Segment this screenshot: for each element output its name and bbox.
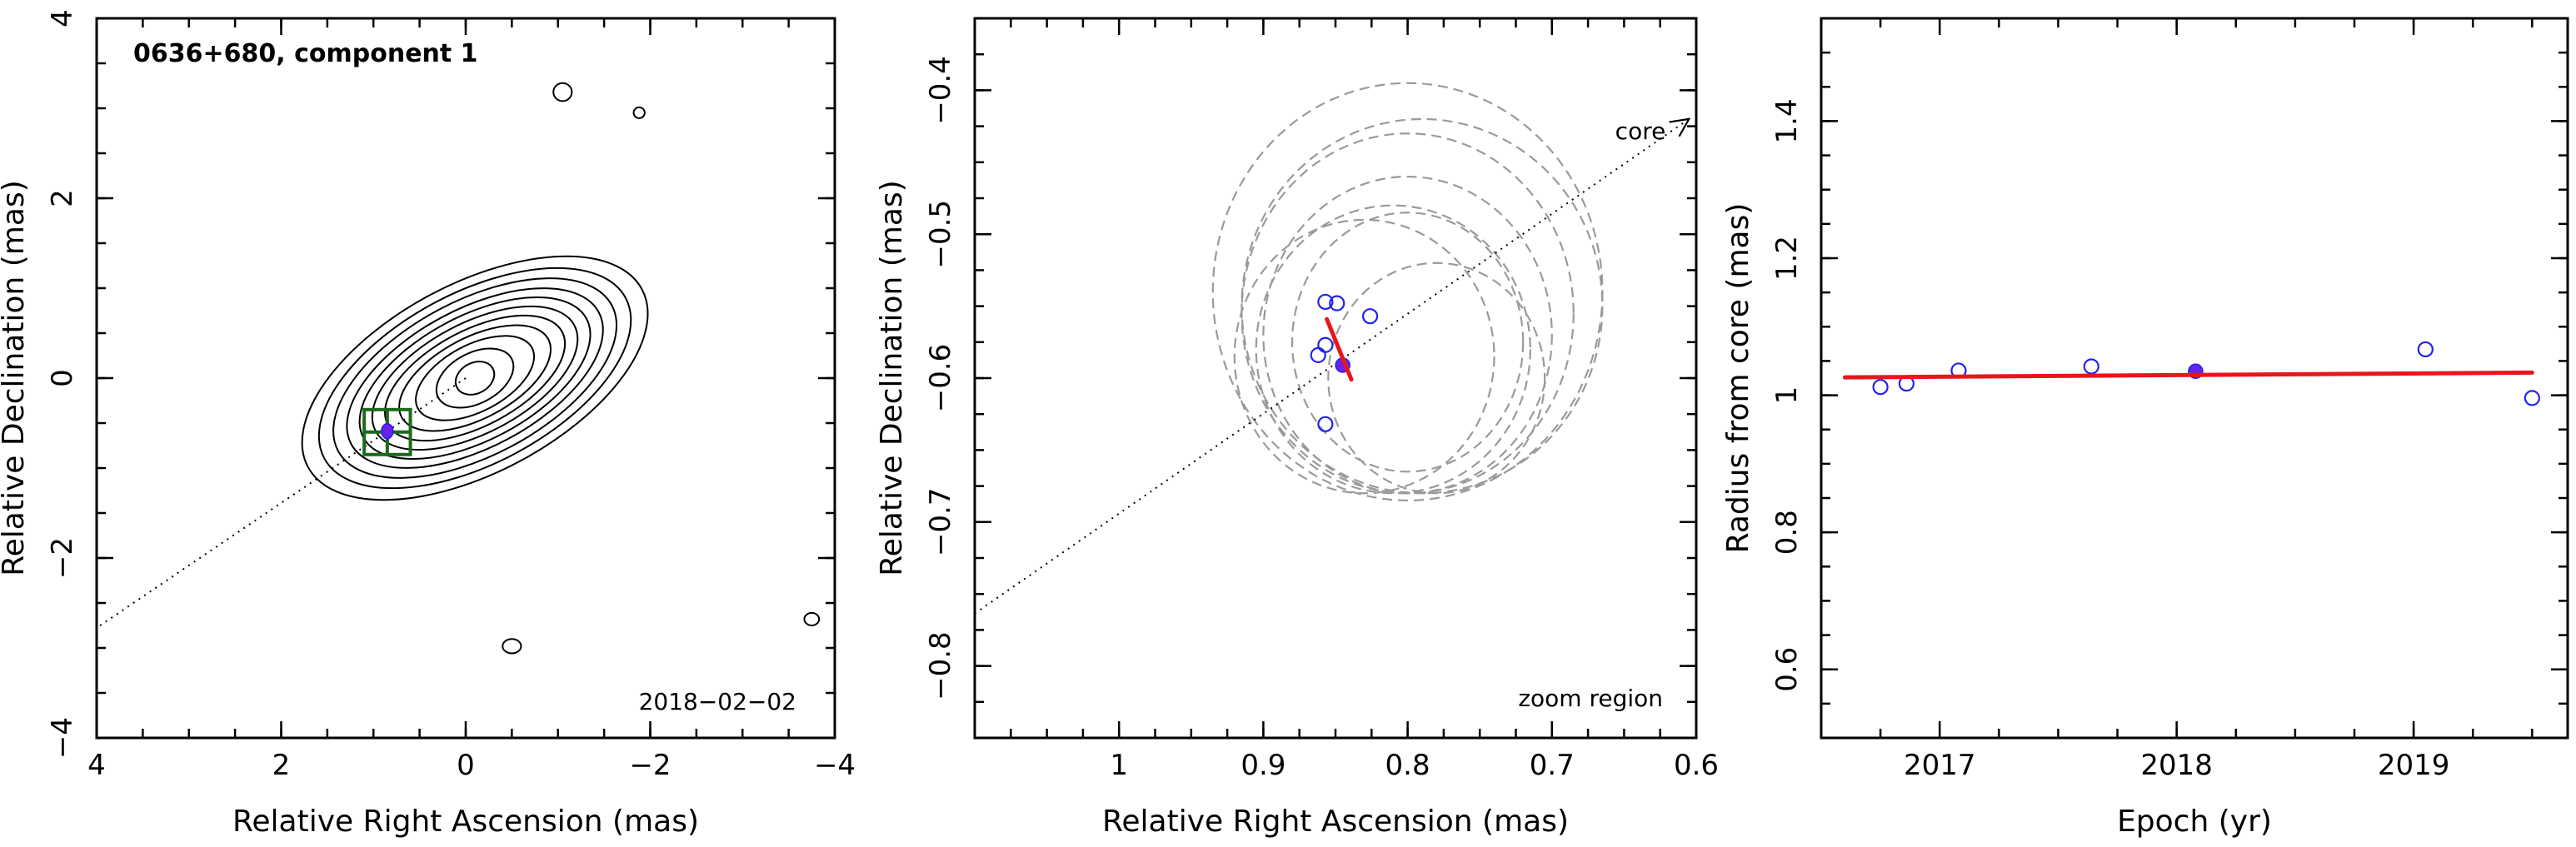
p1-ytick-label-1: −2	[46, 537, 79, 579]
motion-fit-segment	[1325, 316, 1354, 382]
component-marker	[381, 422, 394, 440]
panel3-axes-frame	[1820, 17, 2569, 740]
jet-axis-line	[96, 377, 467, 629]
contour-level-2	[332, 277, 618, 479]
uncertainty-ellipse-5	[1233, 218, 1495, 495]
p3-ytick-label-4: 1.4	[1770, 98, 1804, 143]
contour-island-1	[632, 106, 646, 119]
zoom-open-point-2	[1361, 308, 1379, 325]
p2-xtick-label-4: 0.6	[1674, 749, 1719, 782]
p2-ytick-label-4: −0.4	[924, 56, 957, 125]
contour-island-2	[502, 638, 522, 655]
p1-ytick-label-4: 4	[46, 9, 79, 27]
uncertainty-ellipses	[1211, 82, 1604, 501]
p1-xtick-label-2: 0	[457, 749, 475, 782]
jet-axis-line-zoom	[975, 118, 1690, 615]
contour-level-10	[454, 361, 496, 396]
p3-xtick-label-0: 2017	[1904, 749, 1976, 782]
panel1-y-axis-label: Relative Declination (mas)	[0, 180, 31, 576]
contour-island-3	[803, 611, 821, 627]
zoom-open-point-0	[1317, 293, 1334, 311]
p1-xtick-label-4: −4	[814, 749, 856, 782]
contour-level-7	[398, 324, 552, 432]
p1-ytick-label-3: 2	[46, 189, 79, 207]
contour-island-0	[552, 82, 573, 102]
contour-level-4	[358, 296, 592, 460]
panel3-y-axis-label: Radius from core (mas)	[1721, 203, 1755, 554]
panel2-tick-labels: 1 0.9 0.8 0.7 0.6 −0.8 −0.7 −0.6 −0.5 −0.4	[924, 56, 1719, 782]
zoom-open-point-4	[1310, 346, 1326, 363]
p3-ytick-label-1: 0.8	[1770, 510, 1804, 555]
p2-xtick-label-1: 0.9	[1241, 749, 1286, 782]
contour-level-3	[346, 287, 604, 469]
epoch-label: 2018−02−02	[639, 688, 796, 715]
radius-open-point-5	[2524, 390, 2540, 406]
uncertainty-ellipse-4	[1255, 204, 1531, 495]
panel1-title: 0636+680, component 1	[133, 39, 478, 68]
panel1-x-axis-label: Relative Right Ascension (mas)	[232, 805, 699, 839]
core-annotation: core	[1615, 117, 1666, 145]
radius-open-point-0	[1872, 379, 1889, 396]
p1-xtick-label-0: 4	[87, 749, 106, 782]
radius-open-point-4	[2417, 341, 2434, 358]
core-arrow-head	[1669, 117, 1691, 137]
uncertainty-ellipse-3	[1262, 175, 1553, 495]
uncertainty-ellipse-0	[1211, 82, 1604, 501]
p3-xtick-label-2: 2019	[2378, 749, 2450, 782]
p1-ytick-label-0: −4	[46, 717, 79, 759]
contour-set	[301, 82, 821, 655]
uncertainty-ellipse-6	[1290, 212, 1525, 473]
p1-xtick-label-1: 2	[272, 749, 291, 782]
panel1-axes-frame	[95, 17, 836, 740]
p2-xtick-label-2: 0.8	[1385, 749, 1430, 782]
contour-level-1	[317, 267, 632, 490]
panel2-x-axis-label: Relative Right Ascension (mas)	[1102, 805, 1569, 839]
p3-ytick-label-3: 1.2	[1770, 236, 1804, 281]
p2-xtick-label-0: 1	[1110, 749, 1128, 782]
p2-ytick-label-0: −0.8	[924, 631, 957, 700]
radius-fit-line	[1842, 370, 2534, 380]
p2-ytick-label-1: −0.7	[924, 488, 957, 557]
uncertainty-ellipse-7	[1327, 262, 1546, 495]
p3-ytick-label-2: 1	[1770, 386, 1804, 405]
p3-xtick-label-1: 2018	[2140, 749, 2213, 782]
p1-ytick-label-2: 0	[46, 369, 79, 387]
panel2-ticks	[975, 18, 1698, 738]
zoom-open-point-3	[1317, 336, 1334, 353]
contour-level-8	[415, 335, 536, 421]
panel-zoom-scatter: 1 0.9 0.8 0.7 0.6 −0.8 −0.7 −0.6 −0.5 −0.4 core z…	[875, 17, 1719, 839]
p2-ytick-label-3: −0.5	[924, 200, 957, 269]
contour-level-9	[435, 347, 515, 409]
panel2-y-axis-label: Relative Declination (mas)	[875, 180, 909, 576]
zoom-region-annotation: zoom region	[1518, 685, 1663, 712]
radius-open-point-3	[2083, 358, 2099, 375]
contour-level-0	[301, 255, 649, 501]
panel-contour-map: 4 2 0 −2 −4 −4 −2 0 2 4 0636+680, component 1 201…	[0, 9, 856, 839]
zoom-open-point-5	[1317, 416, 1334, 432]
panel2-axes-frame	[973, 17, 1698, 740]
contour-level-6	[384, 314, 567, 442]
panel3-ticks	[1821, 18, 2568, 738]
p1-xtick-label-3: −2	[629, 749, 671, 782]
panel3-tick-labels: 2017 2018 2019 0.6 0.8 1 1.2 1.4	[1770, 98, 2449, 782]
panel3-points	[1872, 341, 2540, 406]
panel-radius-vs-epoch: 2017 2018 2019 0.6 0.8 1 1.2 1.4 Epoch (yr) Rad…	[1721, 17, 2569, 839]
p3-ytick-label-0: 0.6	[1770, 647, 1804, 692]
zoom-open-point-1	[1329, 295, 1345, 311]
panel1-tick-labels: 4 2 0 −2 −4 −4 −2 0 2 4	[46, 9, 856, 782]
p2-ytick-label-2: −0.6	[924, 344, 957, 413]
panel3-x-axis-label: Epoch (yr)	[2117, 805, 2272, 839]
p2-xtick-label-3: 0.7	[1530, 749, 1575, 782]
